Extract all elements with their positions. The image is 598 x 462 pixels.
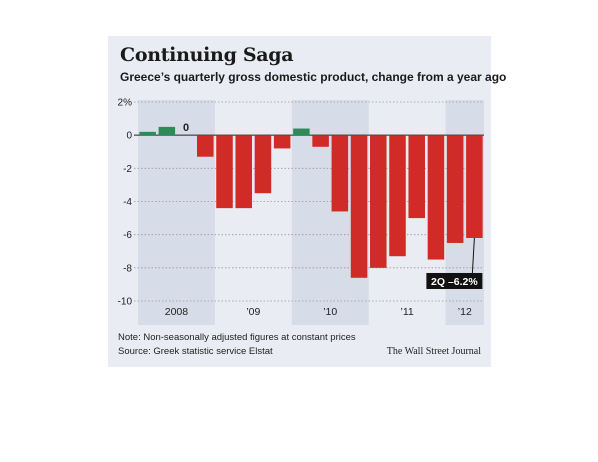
bar-chart: 2% 0 -2 -4 -6 -8 -10 2008 ’09 ’10 ’11 ’12 0 2Q –6.2… — [118, 98, 484, 325]
callout-label: 2Q –6.2% — [431, 276, 478, 288]
footnote: Note: Non-seasonally adjusted figures at… — [118, 332, 356, 343]
y-tick-label: 0 — [126, 131, 132, 142]
y-tick-label: -10 — [118, 297, 133, 308]
bar — [139, 131, 156, 136]
bar — [446, 135, 464, 243]
source-note: Source: Greek statistic service Elstat — [118, 346, 273, 357]
bar — [216, 135, 233, 209]
y-tick-labels: 2% 0 -2 -4 -6 -8 -10 — [118, 98, 133, 308]
zero-value-label: 0 — [183, 122, 189, 134]
callout-box — [426, 272, 483, 289]
bar — [158, 126, 176, 136]
y-tick-label: -8 — [123, 263, 132, 274]
year-label: ’10 — [323, 306, 337, 318]
chart-subtitle: Greece’s quarterly gross domestic produc… — [120, 70, 507, 84]
chart-card: Continuing Saga Greece’s quarterly gross… — [108, 36, 506, 367]
annotations: 0 2Q –6.2% — [183, 122, 483, 289]
y-tick-label: -2 — [123, 164, 132, 175]
bars — [139, 126, 483, 278]
bar — [370, 135, 387, 268]
bar — [197, 135, 214, 157]
y-tick-label: 2% — [118, 98, 133, 109]
bar — [235, 135, 252, 209]
callout-leader — [471, 237, 475, 274]
bar — [389, 135, 406, 257]
bar — [427, 135, 445, 260]
credit: The Wall Street Journal — [386, 346, 481, 357]
y-tick-label: -6 — [123, 230, 132, 241]
year-labels: 2008 ’09 ’10 ’11 ’12 — [165, 306, 472, 318]
bar — [466, 135, 483, 238]
chart-title: Continuing Saga — [120, 44, 294, 66]
year-label: ’09 — [246, 306, 260, 318]
bar — [350, 135, 368, 278]
bar — [254, 135, 272, 194]
bar — [273, 135, 291, 149]
year-label: ’12 — [458, 306, 472, 318]
bar — [312, 135, 329, 147]
year-label: ’11 — [400, 306, 413, 318]
y-tick-label: -4 — [123, 197, 132, 208]
year-label: 2008 — [165, 306, 189, 318]
bar — [408, 135, 425, 219]
bar — [331, 135, 349, 212]
bar — [293, 128, 310, 136]
